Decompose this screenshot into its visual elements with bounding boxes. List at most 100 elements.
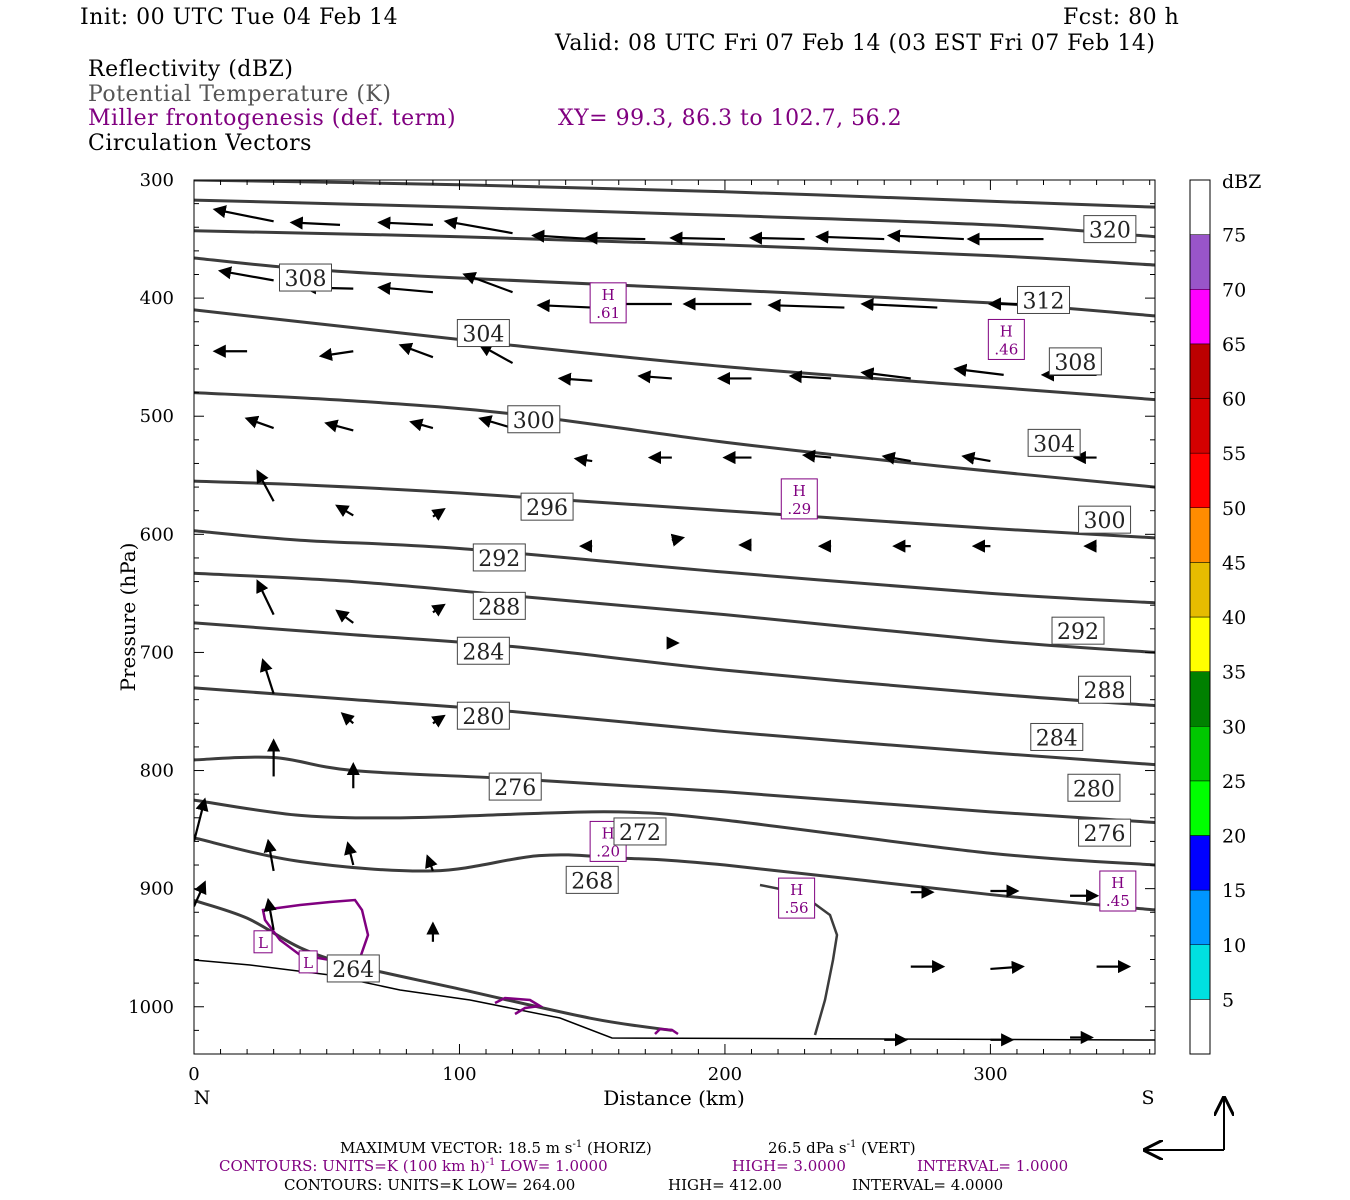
circulation-vector	[961, 451, 991, 465]
theta-label-box	[278, 263, 332, 292]
circulation-vector	[194, 880, 207, 907]
colorbar-label: 25	[1222, 771, 1246, 793]
y-tick-label: 400	[140, 288, 174, 309]
theta-contour-272	[194, 798, 1155, 867]
colorbar-bin	[1189, 944, 1211, 1000]
fronto-high-label: H	[602, 824, 615, 842]
x-tick-label: 100	[442, 1064, 476, 1085]
fronto-high-box	[780, 478, 818, 520]
circulation-vector	[637, 370, 672, 384]
circulation-vector	[815, 230, 885, 244]
field-frontogenesis: Miller frontogenesis (def. term)	[88, 106, 457, 131]
circulation-vector	[318, 347, 354, 361]
theta-label: 288	[1084, 679, 1126, 704]
circulation-vector	[431, 603, 446, 617]
colorbar-label: 35	[1222, 662, 1246, 684]
circulation-vector	[212, 205, 274, 223]
fronto-high-box	[1099, 870, 1137, 912]
colorbar-bin	[1189, 179, 1211, 235]
theta-contour-280	[194, 686, 1155, 767]
circulation-vector	[431, 508, 446, 521]
theta-label-box	[472, 543, 526, 572]
colorbar-label: 75	[1222, 225, 1246, 247]
fronto-high-value: .61	[596, 304, 620, 322]
circulation-vector	[990, 960, 1025, 974]
colorbar-bin	[1189, 343, 1211, 399]
circulation-vector	[462, 271, 513, 294]
footer-vert-vector: 26.5 dPa s-1 (VERT)	[768, 1139, 916, 1157]
theta-contour-316	[194, 198, 1155, 239]
theta-label: 320	[1089, 219, 1131, 244]
fronto-high-value: .29	[787, 500, 811, 518]
theta-contour-304	[194, 308, 1155, 402]
reference-vector	[1145, 1098, 1224, 1150]
circulation-vector	[377, 216, 433, 230]
x-axis-label: Distance (km)	[603, 1086, 745, 1110]
theta-label-box	[1078, 818, 1132, 847]
theta-label-box	[472, 591, 526, 620]
colorbar-bin	[1189, 835, 1211, 891]
theta-contour-292	[194, 529, 1155, 605]
theta-label: 292	[478, 547, 520, 572]
theta-label: 304	[1033, 432, 1075, 457]
theta-label: 300	[513, 409, 555, 434]
colorbar-label: 5	[1222, 989, 1234, 1011]
theta-label-box	[456, 636, 510, 665]
circulation-vector	[886, 229, 964, 243]
fronto-high-value: .20	[596, 842, 620, 860]
colorbar-label: 15	[1222, 880, 1246, 902]
theta-label: 284	[1036, 726, 1078, 751]
fronto-high-label: H	[1000, 322, 1013, 340]
x-tick-label: 300	[973, 1064, 1007, 1085]
x-end-label-south: S	[1141, 1087, 1154, 1109]
fronto-high-box	[589, 282, 627, 324]
footer-fronto-interval: INTERVAL= 1.0000	[917, 1157, 1069, 1175]
circulation-vector	[536, 299, 593, 313]
colorbar-label: 10	[1222, 935, 1246, 957]
theta-label: 308	[284, 267, 326, 292]
colorbar-label: 30	[1222, 716, 1246, 738]
theta-contour-312	[194, 229, 1155, 267]
circulation-vector	[788, 370, 832, 384]
theta-label-box	[1078, 505, 1132, 534]
circulation-vector	[443, 216, 513, 235]
x-tick-label: 200	[708, 1064, 742, 1085]
y-tick-label: 900	[140, 879, 174, 900]
theta-label: 272	[619, 821, 661, 846]
circulation-vector	[289, 216, 341, 230]
theta-label-box	[456, 319, 510, 348]
theta-contour-284	[194, 621, 1155, 708]
fronto-high-box	[987, 318, 1025, 360]
circulation-vector	[573, 453, 593, 467]
theta-contour-320	[194, 180, 1155, 209]
colorbar-bin	[1189, 289, 1211, 345]
theta-label: 268	[571, 869, 613, 894]
circulation-vector	[425, 854, 438, 872]
colorbar: 5 10 15 20 25 30 35 40 45 50 55 60 65 70 75	[1189, 179, 1246, 1055]
circulation-vector	[244, 415, 275, 430]
circulation-vector	[256, 469, 275, 502]
theta-label: 300	[1084, 509, 1126, 534]
colorbar-bin	[1189, 889, 1211, 945]
circulation-vector	[584, 231, 646, 245]
theta-label-box	[1078, 675, 1132, 704]
footer-fronto-high: HIGH= 3.0000	[732, 1157, 846, 1175]
axes-layer: 0 100 200 300 300 400 500 600 700 800 900 1000	[128, 170, 1155, 1085]
fronto-contour	[261, 898, 370, 962]
circulation-vector	[478, 415, 513, 430]
fronto-low-box	[253, 930, 273, 954]
fronto-high-value: .45	[1106, 892, 1130, 910]
circulation-vector	[860, 367, 911, 381]
theta-label-box	[1030, 722, 1084, 751]
theta-label: 264	[332, 958, 374, 983]
circulation-vector	[801, 449, 832, 463]
circulation-vector	[670, 533, 686, 547]
circulation-vector	[557, 372, 593, 386]
circulation-vector	[669, 231, 725, 245]
xy-range: XY= 99.3, 86.3 to 102.7, 56.2	[558, 106, 903, 131]
circulation-vector	[398, 342, 434, 359]
theta-label-box	[1027, 428, 1081, 457]
theta-label-box	[456, 701, 510, 730]
